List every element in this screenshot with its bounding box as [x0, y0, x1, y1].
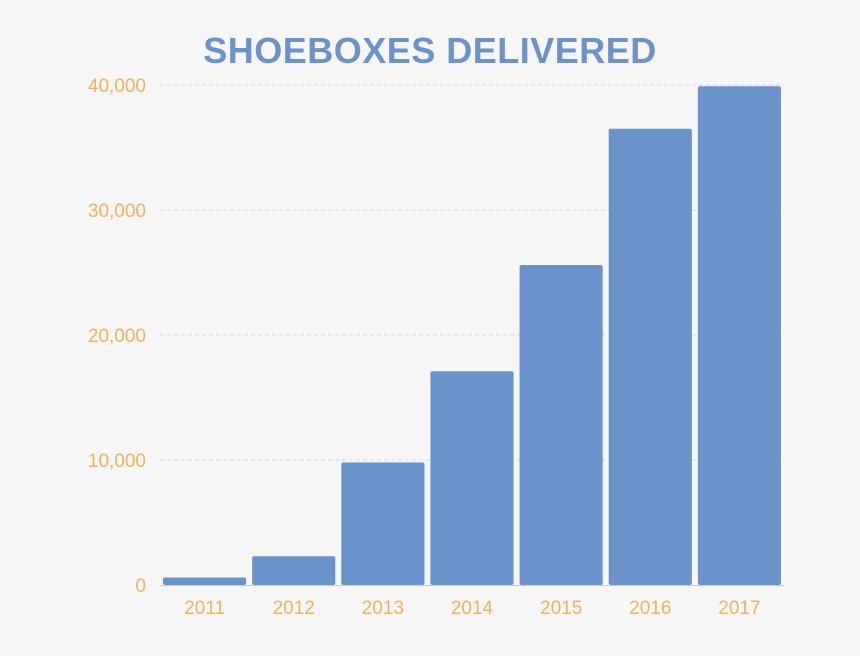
y-tick-label: 10,000	[88, 451, 146, 472]
bar-2015	[519, 265, 603, 585]
x-tick-label: 2013	[362, 598, 404, 619]
chart-title: SHOEBOXES DELIVERED	[203, 30, 657, 71]
bar-2016	[608, 128, 692, 585]
bar-2011	[163, 577, 247, 585]
y-tick-label: 20,000	[88, 326, 146, 347]
x-tick-label: 2011	[184, 598, 225, 619]
tick-labels: 0 10,000 20,000 30,000 40,000 2011 2012 2013 201…	[88, 76, 761, 619]
x-tick-label: 2017	[718, 598, 760, 619]
y-tick-label: 0	[135, 576, 146, 597]
bar-2017	[697, 86, 781, 585]
bars	[163, 86, 781, 585]
y-tick-label: 30,000	[88, 201, 146, 222]
bar-2012	[252, 556, 336, 585]
x-tick-label: 2015	[540, 598, 582, 619]
x-tick-label: 2014	[451, 598, 494, 619]
x-tick-label: 2016	[629, 598, 671, 619]
bar-2013	[341, 462, 425, 585]
bar-2014	[430, 371, 514, 585]
x-tick-label: 2012	[273, 598, 315, 619]
y-tick-label: 40,000	[88, 76, 146, 97]
